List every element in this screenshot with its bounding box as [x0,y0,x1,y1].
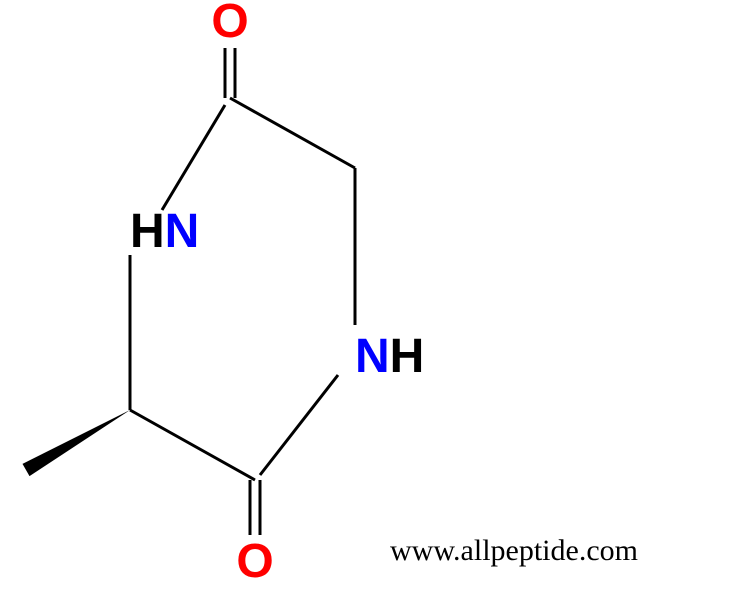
molecule-diagram: HN O NH O www.allpeptide.com [0,0,755,592]
atoms-group: HN O NH O [130,0,424,588]
atom-label-n1: HN [130,205,199,258]
atom-label-n4: NH [355,330,424,383]
atom-label-o5: O [236,535,273,588]
atom-label-o2: O [211,0,248,48]
watermark-text: www.allpeptide.com [390,534,638,567]
bonds-group [23,48,355,535]
